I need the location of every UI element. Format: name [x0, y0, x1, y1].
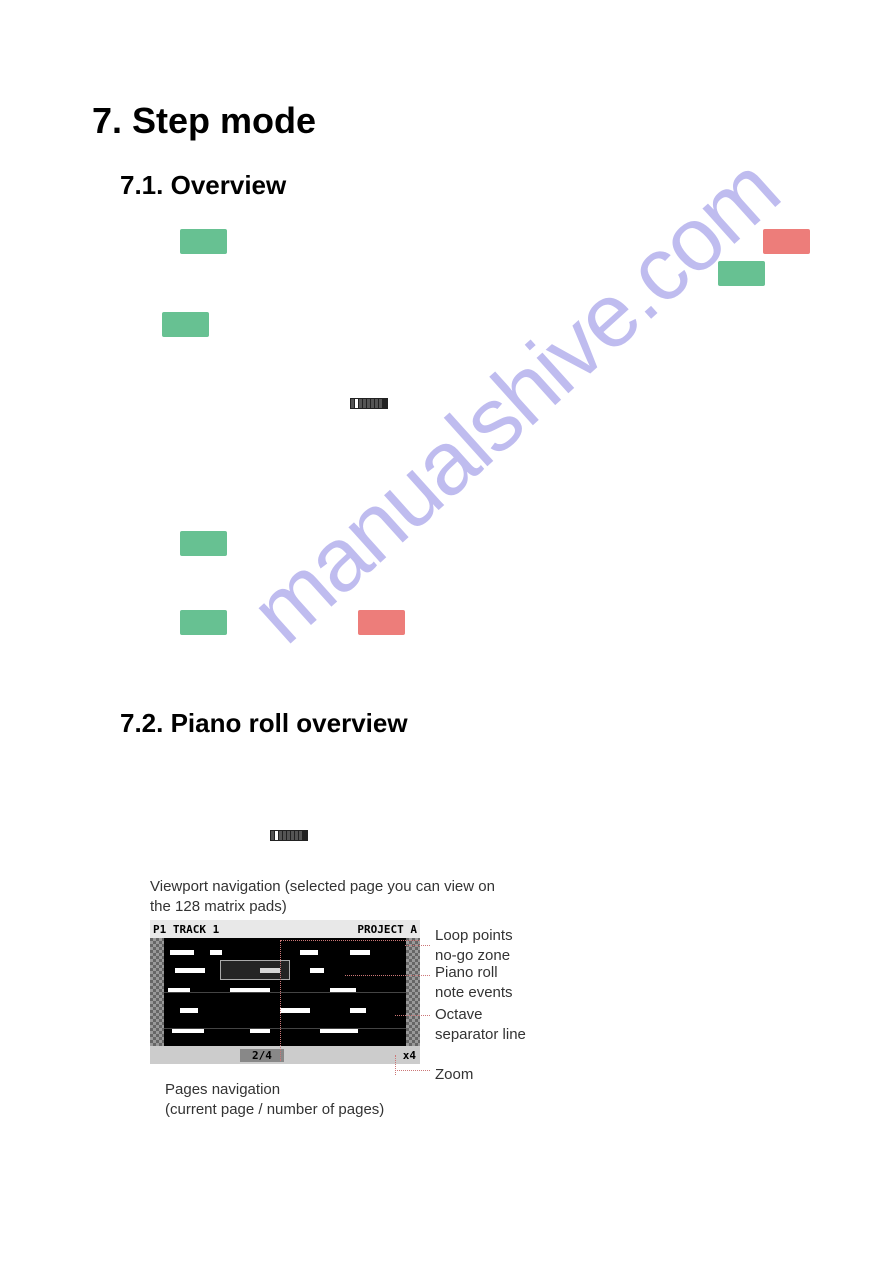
- matrix-bar: [270, 830, 308, 841]
- caption-pages: Pages navigation(current page / number o…: [165, 1080, 384, 1119]
- leader-line: [405, 945, 430, 946]
- piano-roll-screenshot: P1 TRACK 1 PROJECT A 2/4 x4: [150, 920, 420, 1065]
- caption-viewport: Viewport navigation (selected page you c…: [150, 877, 500, 916]
- octave-separator: [164, 1028, 406, 1029]
- green-block: [180, 531, 227, 556]
- label-piano: Piano rollnote events: [435, 963, 513, 1002]
- heading-2-pianoroll: 7.2. Piano roll overview: [120, 708, 408, 739]
- heading-2-overview: 7.1. Overview: [120, 170, 286, 201]
- matrix-bar: [350, 398, 388, 409]
- page-indicator: 2/4: [240, 1049, 284, 1062]
- heading-1: 7. Step mode: [92, 100, 316, 142]
- label-loop: Loop pointsno-go zone: [435, 926, 513, 965]
- nogo-left: [150, 938, 164, 1046]
- octave-separator: [164, 992, 406, 993]
- project-label: PROJECT A: [357, 923, 417, 936]
- green-block: [162, 312, 209, 337]
- note-event: [280, 1008, 310, 1013]
- red-block: [358, 610, 405, 635]
- note-event: [210, 950, 222, 955]
- note-event: [350, 1008, 366, 1013]
- leader-line: [280, 940, 420, 941]
- watermark: manualshive.com: [232, 139, 799, 664]
- leader-line: [345, 975, 430, 976]
- green-block: [180, 229, 227, 254]
- label-zoom: Zoom: [435, 1065, 473, 1085]
- leader-line: [395, 1055, 396, 1075]
- red-block: [763, 229, 810, 254]
- note-event: [350, 950, 370, 955]
- leader-line: [280, 940, 281, 1060]
- note-event: [300, 950, 318, 955]
- leader-line: [395, 1015, 430, 1016]
- track-label: P1 TRACK 1: [153, 923, 219, 936]
- nogo-right: [406, 938, 420, 1046]
- piano-roll-area: [150, 938, 420, 1046]
- zoom-indicator: x4: [403, 1049, 416, 1062]
- label-octave: Octaveseparator line: [435, 1005, 526, 1044]
- leader-line: [280, 1060, 281, 1061]
- note-event: [180, 1008, 198, 1013]
- note-event: [170, 950, 194, 955]
- green-block: [718, 261, 765, 286]
- note-event: [310, 968, 324, 973]
- screenshot-footer: 2/4 x4: [150, 1046, 420, 1064]
- green-block: [180, 610, 227, 635]
- leader-line: [395, 1070, 430, 1071]
- screenshot-header: P1 TRACK 1 PROJECT A: [150, 920, 420, 938]
- note-event: [175, 968, 205, 973]
